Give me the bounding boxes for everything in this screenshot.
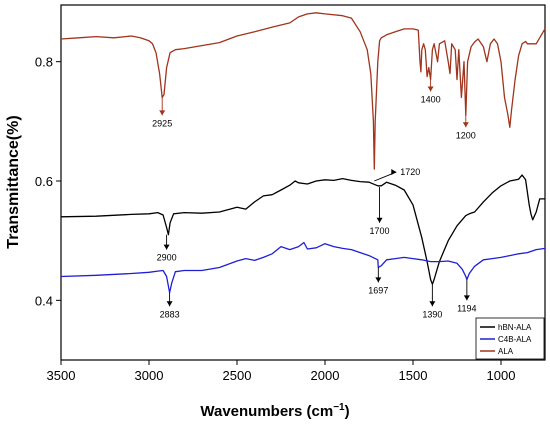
y-tick-label-0.6: 0.6: [35, 174, 53, 189]
series-line-ala: [60, 12, 546, 170]
x-axis-label: Wavenumbers (cm−1): [200, 402, 349, 420]
peak-annotation-1720: 1720: [374, 167, 420, 182]
x-axis: 3500 3000 2500 2000 1500 1000: [47, 360, 516, 383]
annotation-label-1400: 1400: [421, 95, 441, 105]
annotation-label-1720: 1720: [400, 167, 420, 177]
annotation-arrowhead-1194: [463, 295, 470, 301]
annotation-arrowhead-2925: [159, 110, 166, 116]
y-axis-label: Transmittance(%): [5, 115, 22, 248]
annotation-label-1697: 1697: [368, 285, 388, 295]
peak-annotation-1700: 1700: [370, 186, 390, 236]
x-axis-label-close: ): [345, 403, 350, 420]
annotation-label-1700: 1700: [370, 226, 390, 236]
series-line-hbn-ala: [60, 174, 545, 285]
annotation-arrowhead-1400: [427, 86, 434, 92]
legend-label-c4b-ala: C4B-ALA: [498, 335, 532, 344]
annotation-arrowhead-1720: [391, 169, 397, 176]
y-tick-label-0.8: 0.8: [35, 55, 53, 70]
peak-annotation-2925: 2925: [152, 97, 172, 128]
peak-annotation-1200: 1200: [456, 115, 476, 140]
x-tick-label-2500: 2500: [223, 368, 252, 383]
annotation-label-2925: 2925: [152, 118, 172, 128]
annotation-arrowhead-2900: [163, 244, 170, 250]
annotation-label-1390: 1390: [422, 309, 442, 319]
x-axis-label-unit: (cm: [307, 403, 334, 420]
annotation-label-2900: 2900: [157, 253, 177, 263]
y-axis: 0.4 0.6 0.8: [35, 55, 61, 308]
peak-annotation-1400: 1400: [421, 79, 441, 105]
x-tick-label-3000: 3000: [135, 368, 164, 383]
annotation-layer: 2925 1400 1200 1720 2900 1700 1390 2883 1697 1194: [152, 79, 477, 319]
annotation-arrowhead-2883: [166, 301, 173, 307]
peak-annotation-1194: 1194: [457, 279, 477, 313]
annotation-arrowhead-1700: [376, 217, 383, 223]
legend: hBN-ALA C4B-ALA ALA: [475, 317, 545, 360]
annotation-label-1200: 1200: [456, 130, 476, 140]
peak-annotation-1697: 1697: [368, 267, 388, 295]
y-tick-label-0.4: 0.4: [35, 293, 53, 308]
annotation-arrowhead-1697: [375, 277, 382, 283]
x-tick-label-2000: 2000: [311, 368, 340, 383]
annotation-arrowhead-1200: [462, 122, 469, 128]
series-layer: [60, 12, 546, 294]
peak-annotation-1390: 1390: [422, 284, 442, 319]
x-axis-label-main: Wavenumbers: [200, 403, 302, 420]
peak-annotation-2900: 2900: [157, 234, 177, 263]
x-tick-label-1000: 1000: [487, 368, 516, 383]
legend-label-ala: ALA: [498, 347, 514, 356]
annotation-label-1194: 1194: [457, 303, 476, 313]
annotation-label-2883: 2883: [160, 309, 180, 319]
series-line-c4b-ala: [60, 241, 546, 294]
legend-label-hbn-ala: hBN-ALA: [498, 323, 532, 332]
x-tick-label-3500: 3500: [47, 368, 76, 383]
x-tick-label-1500: 1500: [399, 368, 428, 383]
peak-annotation-2883: 2883: [160, 292, 180, 319]
annotation-arrowhead-1390: [429, 301, 436, 307]
x-axis-label-exponent: −1: [333, 402, 345, 413]
